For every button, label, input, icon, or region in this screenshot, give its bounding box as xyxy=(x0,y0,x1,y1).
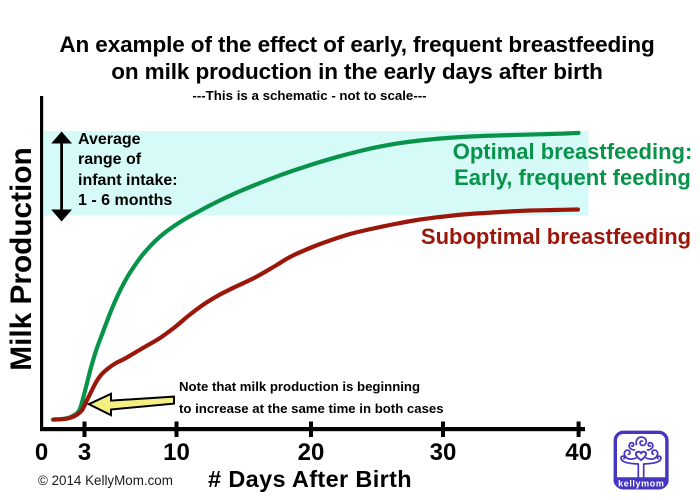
svg-text:kellymom: kellymom xyxy=(618,479,664,489)
